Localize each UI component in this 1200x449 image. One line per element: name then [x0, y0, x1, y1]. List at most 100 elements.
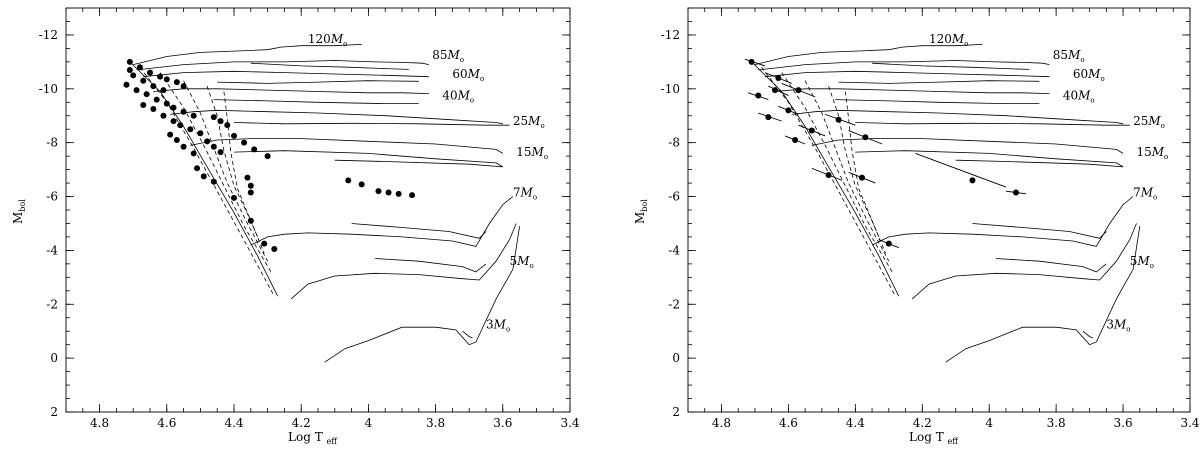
mass-label-15: 15Mo	[1136, 145, 1168, 161]
data-point	[194, 165, 201, 172]
evolutionary-track	[129, 61, 279, 297]
data-point	[210, 143, 217, 150]
y-axis-label: Mbol	[11, 199, 27, 224]
evolutionary-track	[972, 223, 1107, 239]
evolutionary-track	[190, 138, 504, 154]
evolutionary-track	[250, 62, 409, 70]
isochrone-curve	[781, 72, 893, 273]
y-tick-label: -2	[46, 297, 58, 311]
isochrone-curve	[804, 80, 890, 262]
mass-label-85: 85Mo	[432, 48, 464, 64]
mass-label-5: 5Mo	[1130, 254, 1154, 270]
mass-label-25: 25Mo	[1133, 114, 1165, 130]
data-point	[261, 240, 268, 247]
isochrone-curve	[206, 85, 265, 254]
data-point	[231, 194, 237, 201]
data-point	[140, 101, 147, 108]
data-point	[130, 72, 137, 79]
data-point	[748, 58, 755, 65]
data-point	[835, 116, 842, 123]
isochrone-curve	[159, 72, 272, 273]
data-point	[163, 100, 170, 107]
data-point	[210, 178, 217, 185]
data-point	[150, 106, 157, 112]
data-point	[140, 77, 147, 84]
data-point	[160, 112, 167, 119]
data-point	[123, 81, 130, 88]
y-tick-label: 0	[672, 351, 680, 365]
x-tick-label: 3.6	[493, 416, 512, 430]
data-point	[244, 174, 251, 181]
x-tick-label: 4	[365, 416, 373, 430]
x-tick-label: 3.6	[1114, 416, 1133, 430]
data-point	[190, 150, 197, 157]
y-tick-label: -12	[39, 28, 58, 42]
evolutionary-track	[213, 99, 419, 104]
data-point	[241, 139, 248, 146]
evolutionary-track	[233, 122, 510, 126]
y-tick-label: -12	[661, 28, 680, 42]
data-point	[157, 73, 164, 80]
data-point	[251, 146, 258, 153]
right-panel: 4.8 4.6 4.4 4.2 4 3.8 3.6 3.4 2 0 -2 -4 -6 -8 -10 -12 Lo…	[633, 7, 1200, 446]
evolutionary-track	[855, 150, 1124, 168]
evolutionary-track	[133, 44, 362, 65]
evolutionary-track	[1082, 330, 1094, 339]
data-point	[150, 83, 157, 90]
evolutionary-track	[375, 258, 487, 273]
evolutionary-track	[871, 196, 1134, 247]
x-tick-label: 3.8	[426, 416, 445, 430]
data-point	[173, 79, 180, 86]
evolutionary-track	[462, 330, 473, 339]
data-point	[808, 127, 815, 134]
x-tick-label: 4.2	[913, 416, 932, 430]
evolutionary-track	[774, 88, 1050, 94]
evolutionary-track	[233, 150, 504, 168]
x-tick-label: 4.8	[90, 416, 109, 430]
data-point	[170, 118, 177, 125]
mass-label-40: 40Mo	[1063, 89, 1095, 105]
mass-label-85: 85Mo	[1053, 48, 1085, 64]
y-tick-label: 2	[50, 405, 58, 419]
data-point	[217, 118, 224, 125]
evolutionary-track	[153, 88, 429, 94]
data-point	[795, 87, 802, 94]
data-point	[885, 240, 892, 247]
data-segment	[744, 58, 766, 67]
x-axis-label: Log T eff	[909, 430, 959, 446]
mass-label-3: 3Mo	[1106, 318, 1130, 334]
evolutionary-track	[811, 138, 1124, 154]
data-point	[197, 130, 204, 137]
data-point	[180, 143, 187, 150]
x-axis-label: Log T eff	[288, 430, 338, 446]
evolutionary-track	[764, 70, 1050, 78]
evolutionary-track	[995, 258, 1107, 273]
data-point	[409, 192, 416, 199]
data-point	[231, 132, 237, 139]
data-point	[136, 64, 143, 71]
mass-label-60: 60Mo	[1073, 67, 1105, 83]
evolutionary-track	[751, 61, 900, 297]
y-tick-label: -8	[46, 136, 58, 150]
evolutionary-track	[250, 196, 514, 247]
evolutionary-track	[835, 99, 1040, 104]
data-point	[173, 136, 180, 143]
data-point	[859, 174, 866, 181]
data-point	[792, 136, 799, 143]
evolutionary-track	[872, 62, 1030, 70]
x-tick-label: 4	[985, 416, 993, 430]
data-point	[969, 177, 976, 184]
mass-label-40: 40Mo	[442, 89, 474, 105]
y-tick-label: 0	[50, 351, 58, 365]
data-point	[825, 171, 832, 178]
isochrone-curve	[828, 85, 886, 254]
x-tick-label: 4.8	[712, 416, 731, 430]
data-segment	[915, 153, 1007, 188]
evolutionary-track	[911, 223, 1137, 300]
evolutionary-track	[351, 223, 487, 239]
data-point	[755, 92, 762, 99]
evolutionary-track	[754, 44, 983, 65]
data-point	[170, 104, 177, 111]
x-tick-label: 4.6	[779, 416, 798, 430]
data-point	[385, 189, 392, 196]
